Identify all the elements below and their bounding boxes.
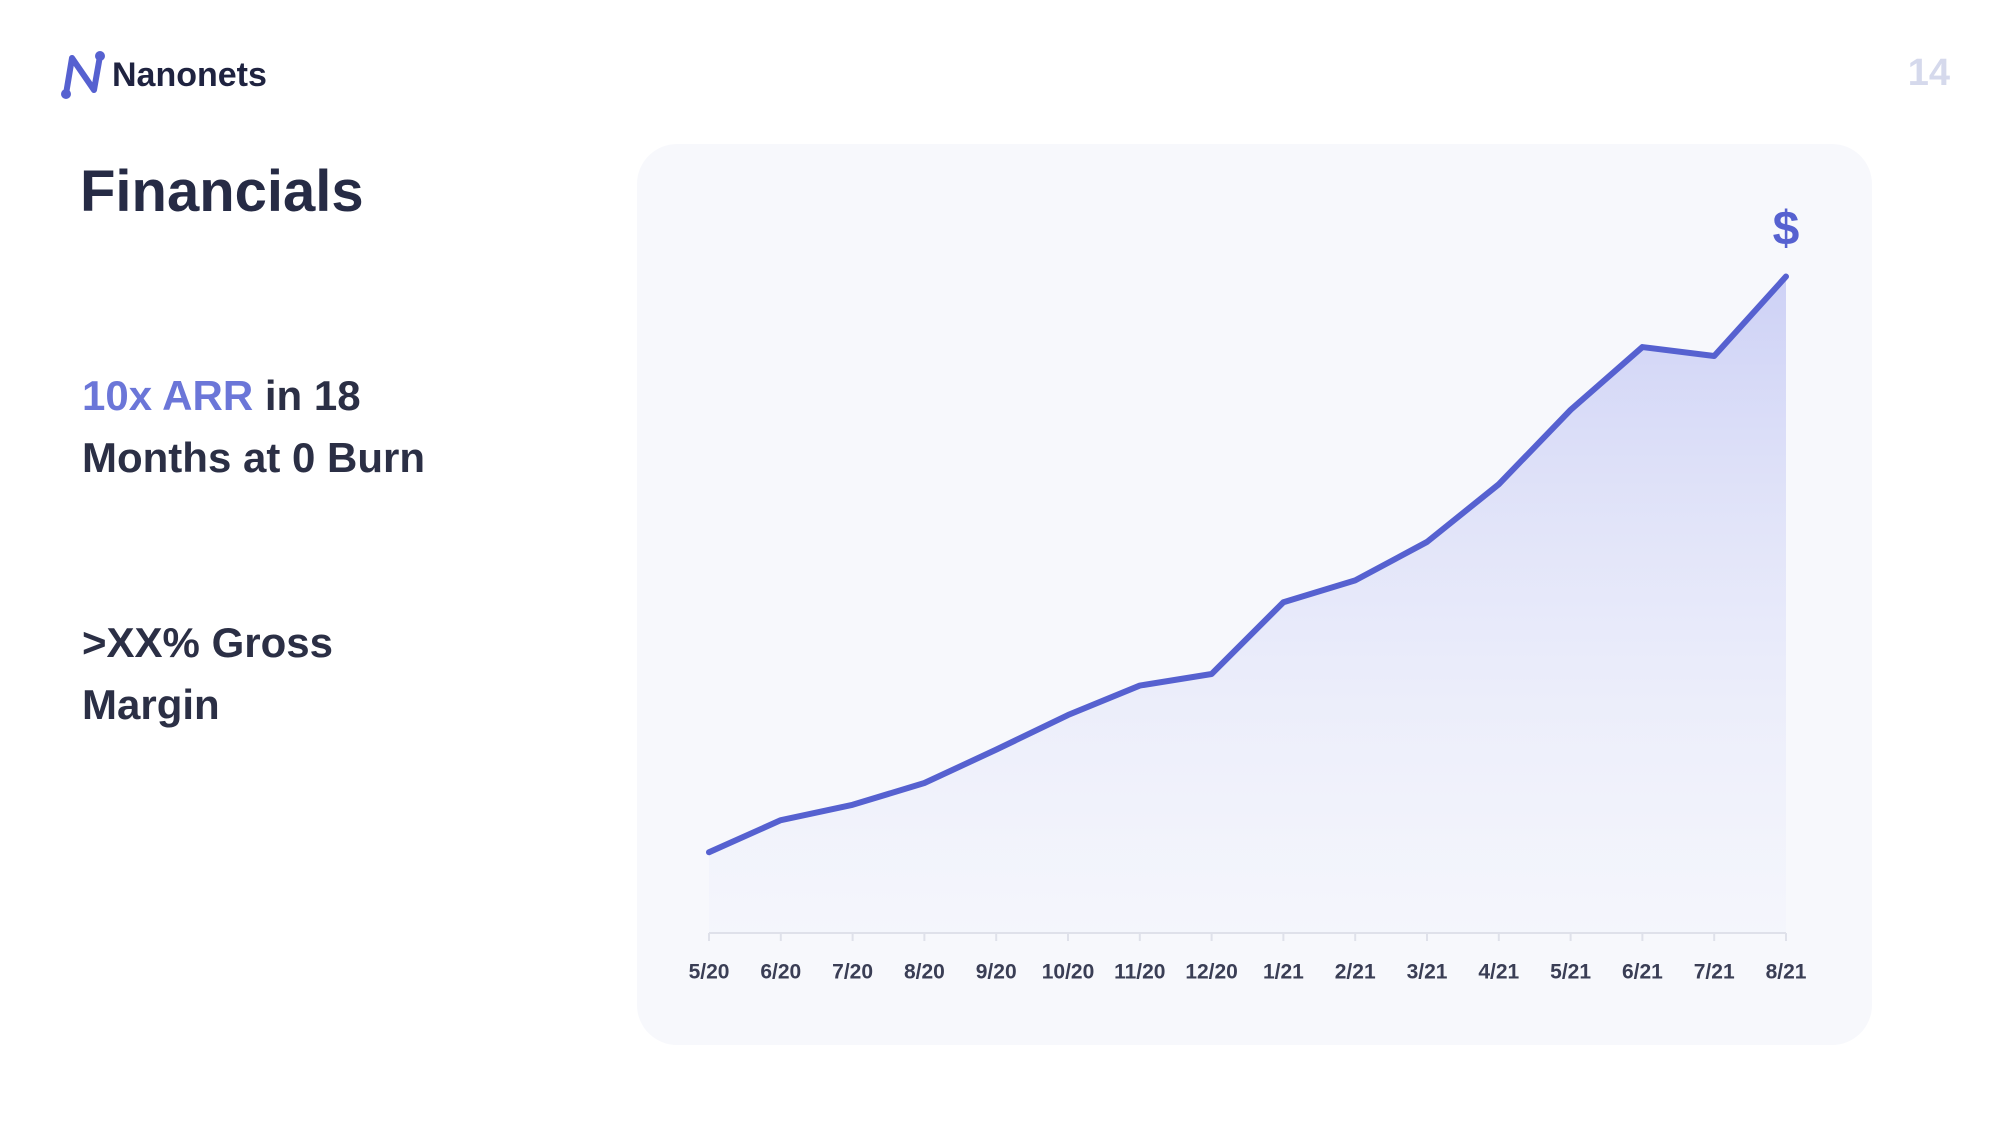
x-tick-label: 7/21 [1694,961,1735,984]
point: 10x ARR in 18 Months at 0 Burn [82,365,425,489]
annotation: $ [1773,203,1800,256]
x-tick-label: 8/20 [904,961,945,984]
x-tick-label: 7/20 [832,961,873,984]
slide-title: Financials [80,159,364,224]
highlight: 10x ARR [82,372,254,419]
x-tick-label: 8/21 [1766,961,1807,984]
x-tick-label: 3/21 [1407,961,1448,984]
line [706,273,1789,856]
page-number: 14 [1907,52,1950,94]
x-tick-label: 1/21 [1263,961,1304,984]
x-tick-label: 5/20 [689,961,730,984]
x-tick-label: 6/21 [1622,961,1663,984]
point-line: >XX% Gross [82,619,333,666]
point: >XX% Gross Margin [82,612,333,736]
x-tick-label: 10/20 [1042,961,1095,984]
point-text: in 18 [264,372,361,419]
x-tick-label: 12/20 [1185,961,1238,984]
point-line: Margin [82,681,220,728]
point-line: 10x ARR in 18 [82,365,425,427]
x-tick-label: 6/20 [760,961,801,984]
x-tick-label: 2/21 [1335,961,1376,984]
area [709,276,1786,933]
x-tick-label: 5/21 [1550,961,1591,984]
logo-icon [61,51,105,99]
logo-text: Nanonets [112,56,267,94]
x-tick-label: 11/20 [1114,961,1165,984]
x-tick-label: 4/21 [1478,961,1519,984]
x-tick-label: 9/20 [976,961,1017,984]
point-line: Months at 0 Burn [82,434,425,481]
